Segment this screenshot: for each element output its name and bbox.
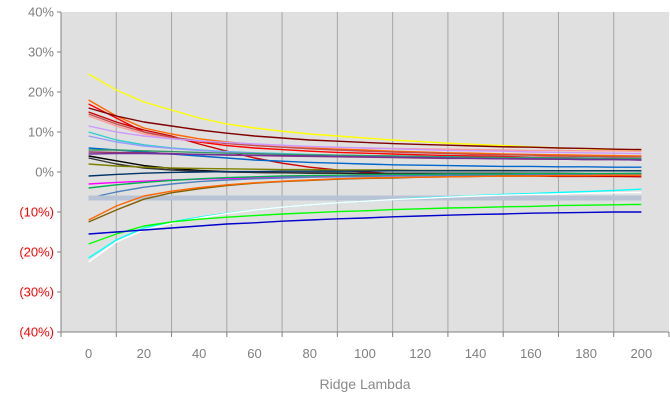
y-tick-label: (10%) — [19, 205, 54, 220]
series-line — [88, 170, 642, 177]
x-tick-label: 20 — [137, 346, 151, 361]
series-line — [88, 149, 642, 160]
y-tick-label: 10% — [28, 125, 54, 140]
x-tick-label: 0 — [85, 346, 92, 361]
x-axis-title: Ridge Lambda — [319, 376, 411, 392]
series-line — [88, 99, 642, 157]
series-line — [88, 211, 642, 235]
y-tick-label: (30%) — [19, 285, 54, 300]
x-tick-label: 200 — [631, 346, 653, 361]
x-tick-label: 60 — [247, 346, 261, 361]
series-line — [88, 107, 642, 151]
series-lines — [88, 73, 642, 263]
series-line — [88, 173, 642, 199]
y-tick-label: (20%) — [19, 245, 54, 260]
y-tick-label: 0% — [35, 165, 54, 180]
x-tick-labels: 0 20 40 60 80 100 120 140 160 180 200 — [60, 332, 670, 361]
y-tick-labels: 40% 30% 20% 10% 0% (10%) (20%) (30%) (40%) — [19, 5, 61, 340]
x-tick-label: 120 — [409, 346, 431, 361]
series-line — [88, 174, 642, 221]
x-tick-label: 140 — [465, 346, 487, 361]
y-tick-label: 40% — [28, 5, 54, 20]
x-tick-label: 180 — [575, 346, 597, 361]
series-line — [88, 152, 642, 161]
series-line — [88, 113, 642, 158]
x-tick-label: 100 — [354, 346, 376, 361]
x-tick-label: 160 — [520, 346, 542, 361]
series-line — [88, 172, 642, 189]
series-line — [88, 203, 642, 245]
y-tick-label: (40%) — [19, 325, 54, 340]
x-tick-label: 40 — [192, 346, 206, 361]
series-line — [88, 125, 642, 155]
x-tick-label: 80 — [302, 346, 316, 361]
y-tick-label: 20% — [28, 85, 54, 100]
y-tick-label: 30% — [28, 45, 54, 60]
